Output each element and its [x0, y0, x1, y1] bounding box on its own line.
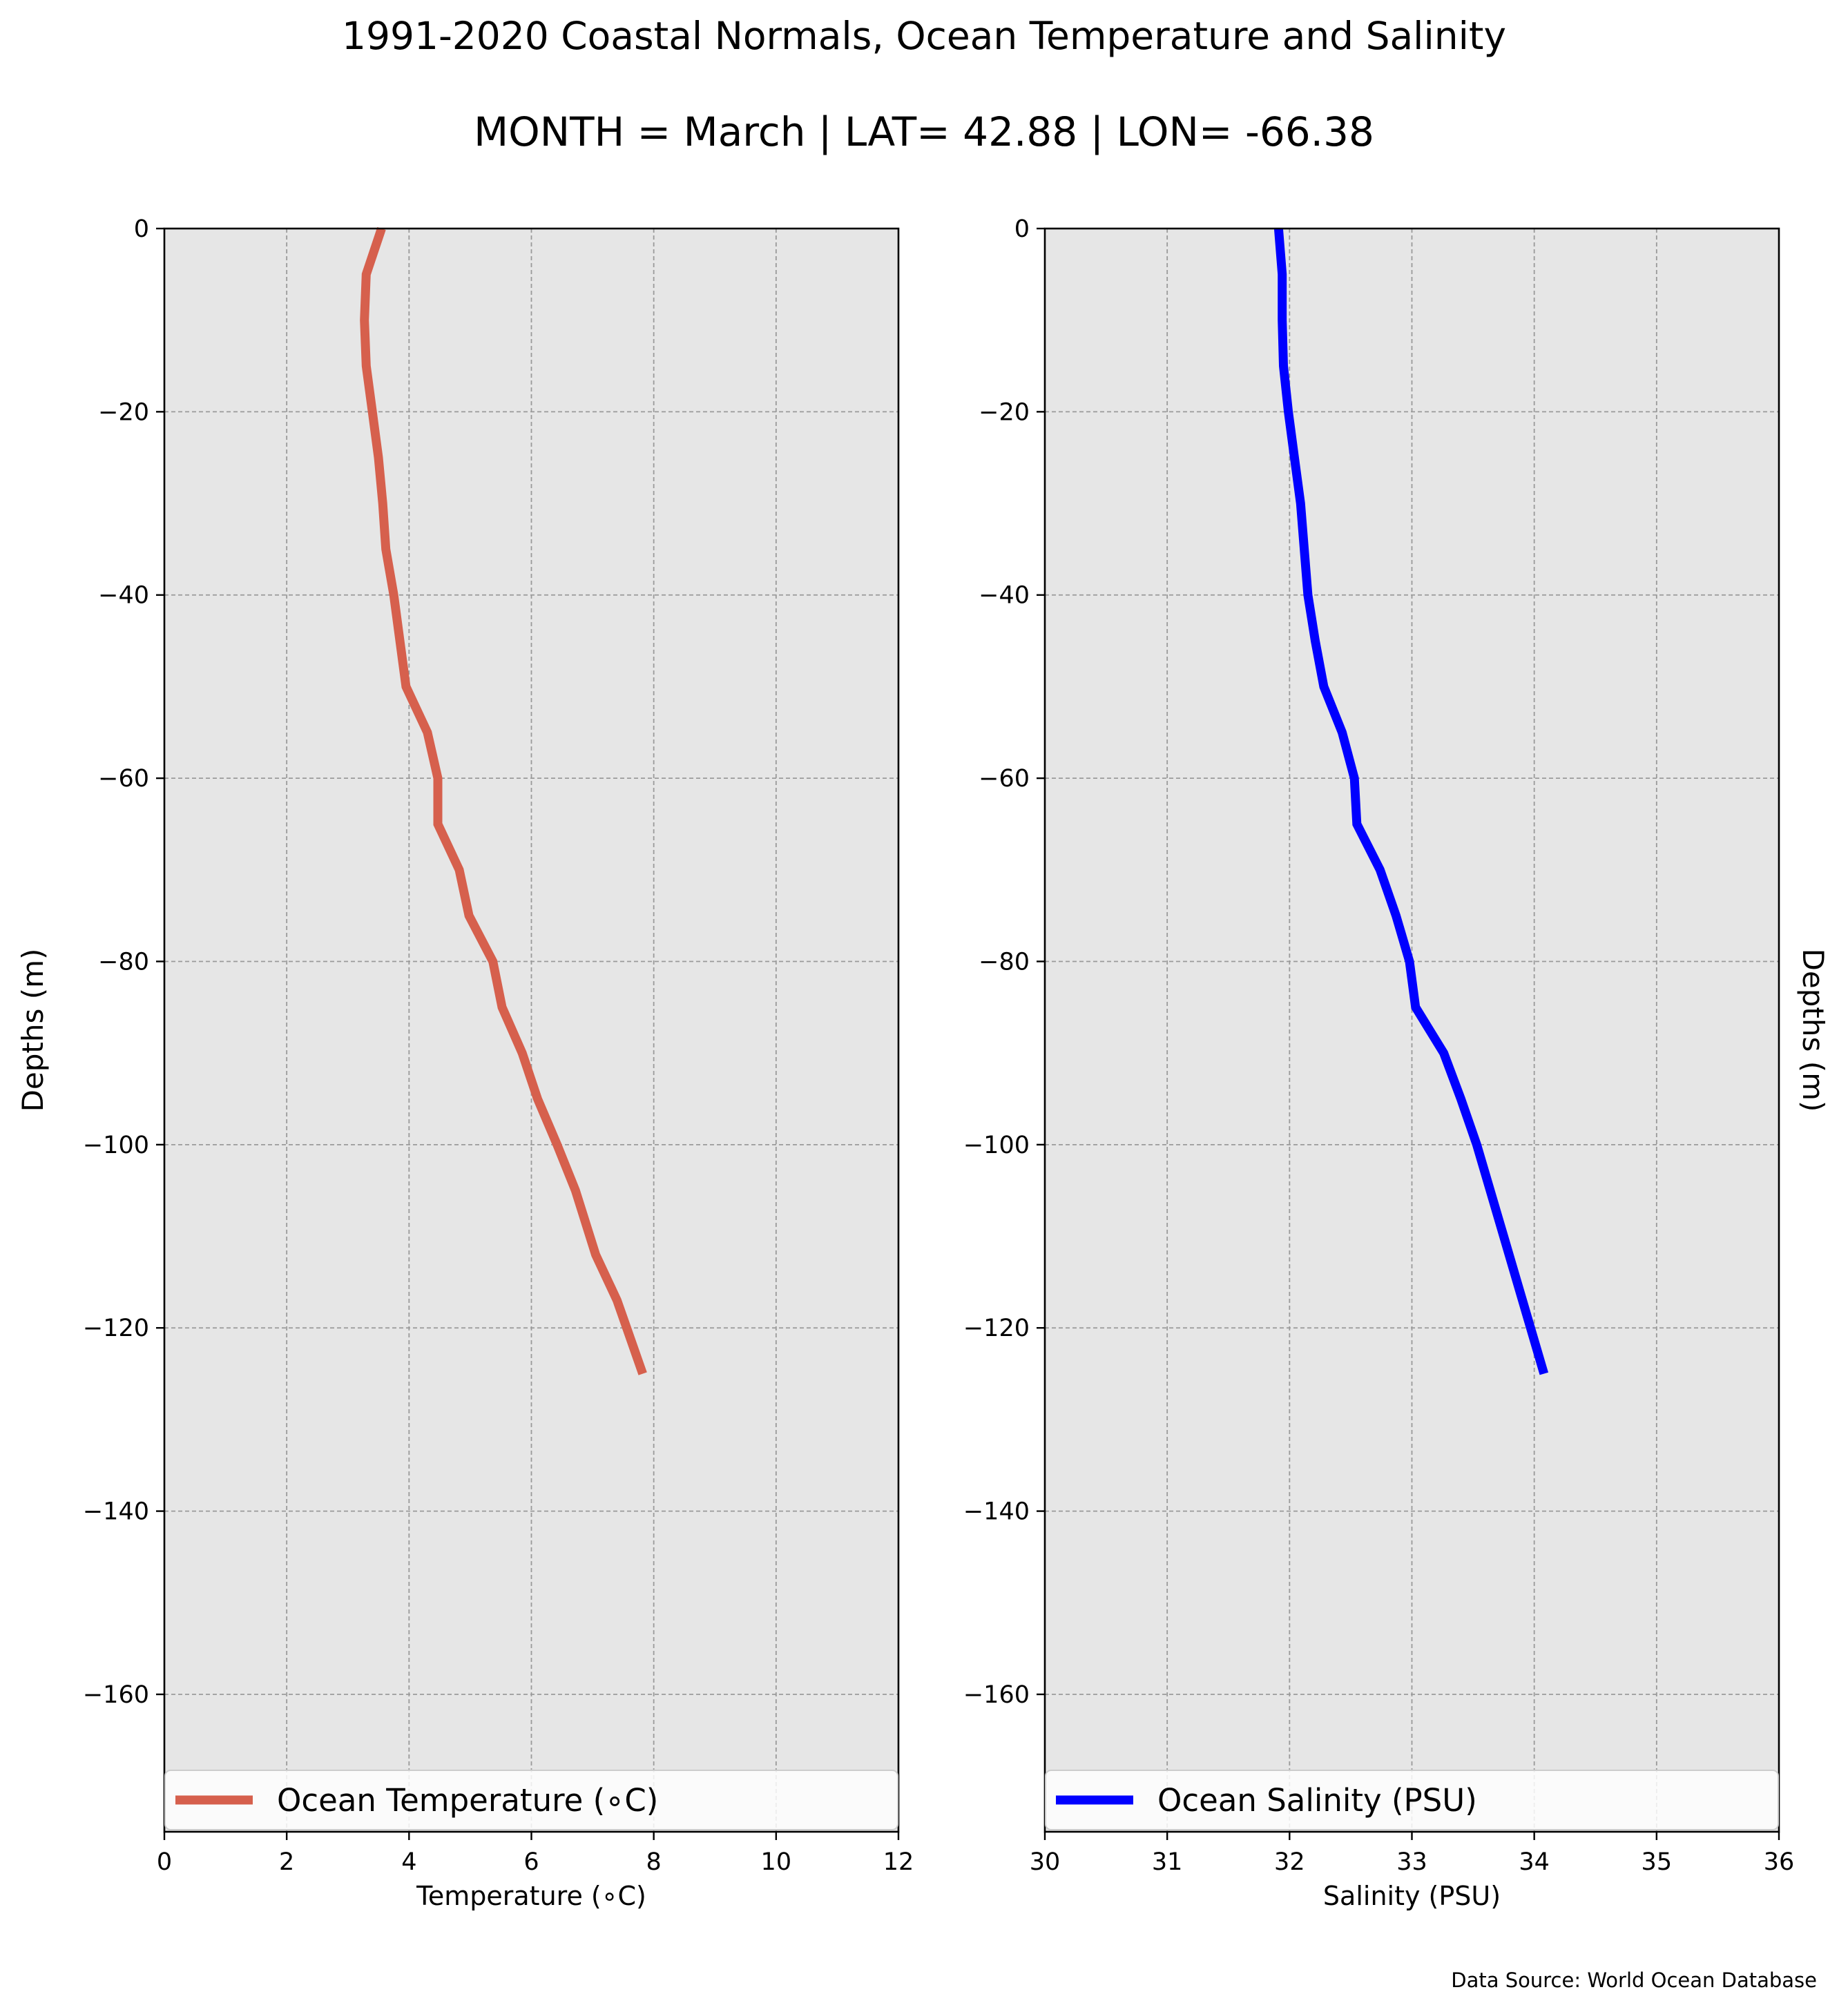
- salinity-x-tick-label: 33: [1396, 1848, 1427, 1876]
- temperature-legend-box: [164, 1770, 898, 1830]
- temperature-x-axis-label: Temperature (∘C): [416, 1881, 646, 1911]
- temperature-y-tick-label: −60: [98, 765, 149, 793]
- temperature-x-tick-label: 6: [523, 1848, 539, 1876]
- salinity-y-tick-label: −60: [979, 765, 1030, 793]
- salinity-x-tick-label: 31: [1152, 1848, 1183, 1876]
- salinity-legend-label: Ocean Salinity (PSU): [1157, 1782, 1477, 1819]
- figure-title: 1991-2020 Coastal Normals, Ocean Tempera…: [342, 14, 1506, 58]
- temperature-y-axis-label: Depths (m): [16, 949, 50, 1112]
- temperature-y-tick-label: −140: [83, 1498, 149, 1526]
- temperature-x-tick-label: 8: [646, 1848, 662, 1876]
- salinity-x-axis-label: Salinity (PSU): [1323, 1881, 1501, 1911]
- salinity-x-tick-label: 35: [1642, 1848, 1673, 1876]
- salinity-y-tick-label: −120: [963, 1315, 1030, 1342]
- salinity-y-tick-label: −80: [979, 948, 1030, 976]
- salinity-x-tick-label: 30: [1030, 1848, 1061, 1876]
- temperature-y-tick-label: −100: [83, 1132, 149, 1159]
- temperature-y-tick-label: 0: [134, 215, 149, 243]
- temperature-series-line: [360, 226, 647, 1375]
- salinity-y-tick-label: −100: [963, 1132, 1030, 1159]
- salinity-series-line: [1273, 228, 1549, 1375]
- salinity-y-tick-label: −140: [963, 1498, 1030, 1526]
- temperature-x-tick-label: 10: [761, 1848, 792, 1876]
- temperature-y-tick-label: −160: [83, 1681, 149, 1709]
- temperature-x-tick-label: 12: [883, 1848, 914, 1876]
- salinity-y-tick-label: −160: [963, 1681, 1030, 1709]
- salinity-y-tick-label: −20: [979, 398, 1030, 426]
- temperature-y-tick-label: −20: [98, 398, 149, 426]
- temperature-y-tick-label: −120: [83, 1315, 149, 1342]
- salinity-y-tick-label: −40: [979, 582, 1030, 610]
- temperature-y-tick-label: −40: [98, 582, 149, 610]
- salinity-y-tick-label: 0: [1014, 215, 1030, 243]
- temperature-legend-label: Ocean Temperature (∘C): [277, 1782, 658, 1819]
- temperature-x-tick-label: 0: [157, 1848, 172, 1876]
- salinity-legend-box: [1045, 1770, 1779, 1830]
- temperature-x-tick-label: 4: [401, 1848, 416, 1876]
- temperature-panel: 0 2 4 6 8 10 12 0 −20 −40 −60 −80 −100 −120 −140 −160 Te…: [16, 215, 914, 1911]
- salinity-panel: 30 31 32 33 34 35 36 0 −20 −40 −60 −80 −100 −120 −140 −…: [963, 215, 1830, 1911]
- temperature-y-tick-label: −80: [98, 948, 149, 976]
- data-source-note: Data Source: World Ocean Database: [1451, 1968, 1817, 1992]
- salinity-y-axis-label: Depths (m): [1796, 949, 1830, 1112]
- salinity-x-tick-label: 32: [1274, 1848, 1305, 1876]
- figure-subtitle: MONTH = March | LAT= 42.88 | LON= -66.38: [474, 108, 1374, 155]
- salinity-x-tick-label: 36: [1764, 1848, 1795, 1876]
- temperature-x-tick-label: 2: [279, 1848, 294, 1876]
- salinity-x-tick-label: 34: [1519, 1848, 1550, 1876]
